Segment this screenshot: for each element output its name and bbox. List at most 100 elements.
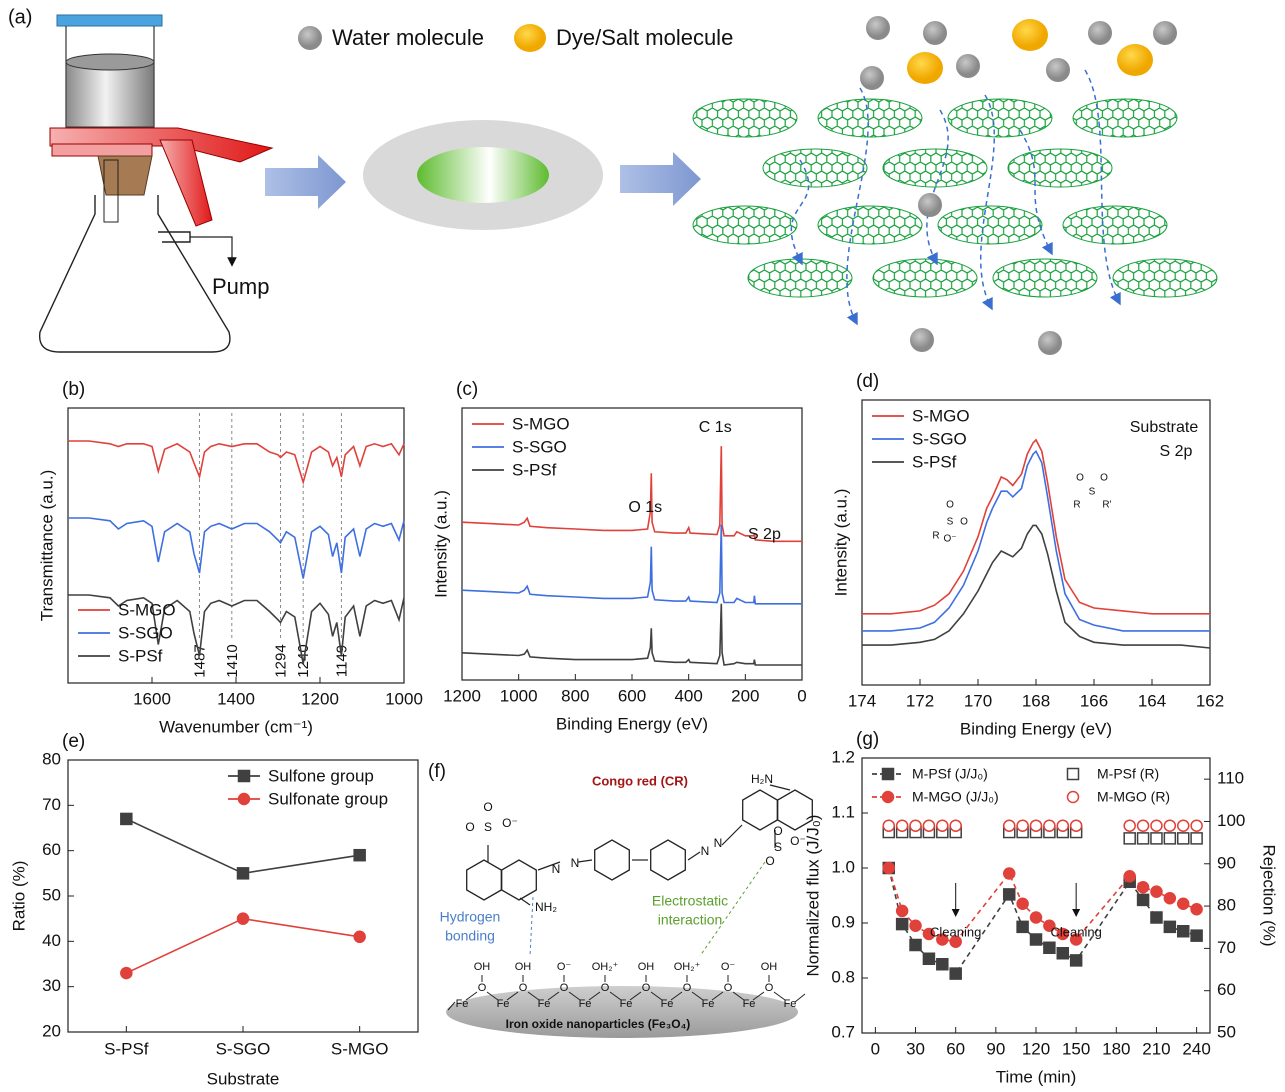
panel-label: (f) — [428, 761, 446, 782]
liquid-top — [66, 54, 154, 70]
x-tick-label: 120 — [1022, 1039, 1050, 1058]
graphene-sheet — [693, 99, 797, 137]
legend-label: S-PSf — [912, 452, 957, 471]
legend-label: S-SGO — [912, 429, 967, 448]
x-tick-label: 60 — [946, 1039, 965, 1058]
legend-label: S-SGO — [512, 437, 567, 456]
x-tick-label: 210 — [1142, 1039, 1170, 1058]
marker — [1044, 820, 1055, 831]
y-tick-label: 30 — [42, 976, 61, 995]
surface-group: OH — [474, 961, 491, 973]
marker — [1044, 942, 1055, 953]
x-tick-label: 168 — [1022, 691, 1050, 710]
annotation: C 1s — [699, 419, 732, 436]
x-tick-label: S-MGO — [331, 1039, 389, 1058]
atom: O⁻ — [943, 534, 956, 545]
bridge-oxygen: O — [601, 982, 610, 994]
marker — [354, 850, 365, 861]
marker — [910, 920, 921, 931]
ring — [651, 840, 686, 880]
panel-label: (c) — [456, 379, 478, 400]
y-tick-label: 0.7 — [831, 1022, 855, 1041]
x-axis-label: Binding Energy (eV) — [556, 714, 708, 733]
surface-group: OH — [638, 961, 655, 973]
legend-marker — [883, 792, 894, 803]
legend-marker — [883, 769, 894, 780]
marker — [1138, 894, 1149, 905]
y-tick-label: 0.9 — [831, 912, 855, 931]
interaction-label: bonding — [445, 928, 495, 944]
reference-label: 1294 — [272, 644, 289, 677]
x-tick-label: 170 — [964, 691, 992, 710]
surface-group: OH₂⁺ — [592, 961, 619, 973]
marker — [1031, 820, 1042, 831]
marker — [1178, 820, 1189, 831]
legend-label: Water molecule — [332, 25, 484, 50]
atom: R — [932, 531, 939, 542]
y-tick-label: 40 — [42, 931, 61, 950]
ring — [595, 840, 630, 880]
graphene-sheet — [1073, 99, 1177, 137]
graphene-sheet — [1113, 259, 1217, 297]
atom: NH₂ — [535, 900, 557, 914]
bond — [578, 860, 592, 862]
legend-label: M-PSf (R) — [1097, 766, 1159, 782]
x-tick-label: 1400 — [217, 689, 255, 708]
marker — [1191, 820, 1202, 831]
legend-label: M-MGO (R) — [1097, 789, 1170, 805]
marker — [1071, 820, 1082, 831]
marker — [1191, 930, 1202, 941]
marker — [1138, 820, 1149, 831]
y-tick-label: 0.8 — [831, 967, 855, 986]
y-axis-label: Intensity (a.u.) — [831, 489, 850, 597]
marker — [910, 940, 921, 951]
legend-label: M-MGO (J/J₀) — [912, 789, 999, 805]
y-tick-label: 80 — [42, 749, 61, 768]
graphene-stack — [693, 16, 1217, 355]
annotation: Cleaning — [1050, 924, 1101, 939]
atom: N — [571, 856, 580, 870]
x-tick-label: 172 — [906, 691, 934, 710]
marker — [923, 953, 934, 964]
note: Substrate — [1130, 419, 1199, 436]
panel-label: (e) — [62, 731, 85, 752]
y-tick-label: 70 — [42, 795, 61, 814]
x-tick-label: 1000 — [500, 686, 538, 705]
marker — [238, 913, 249, 924]
legend-marker — [1068, 792, 1079, 803]
reference-label: 1410 — [224, 644, 241, 677]
marker — [1191, 833, 1202, 844]
marker — [1178, 898, 1189, 909]
graphene-sheet — [1008, 149, 1112, 187]
y-tick-label: 1.1 — [831, 802, 855, 821]
x-tick-label: 200 — [731, 686, 759, 705]
y-tick-label: 20 — [42, 1021, 61, 1040]
y2-tick-label: 90 — [1217, 853, 1236, 872]
ring — [502, 860, 537, 900]
bridge-oxygen: O — [642, 982, 651, 994]
atom: N — [552, 862, 561, 876]
x-tick-label: 90 — [986, 1039, 1005, 1058]
legend-label: M-PSf (J/J₀) — [912, 766, 988, 782]
marker — [238, 868, 249, 879]
dye-icon — [514, 24, 546, 52]
water-molecule — [956, 54, 980, 78]
x-tick-label: 1200 — [443, 686, 481, 705]
y2-tick-label: 80 — [1217, 896, 1236, 915]
water-molecule — [1153, 21, 1177, 45]
seal — [52, 144, 152, 156]
surface-group: O⁻ — [557, 961, 572, 973]
x-tick-label: 150 — [1062, 1039, 1090, 1058]
water-icon — [298, 26, 322, 50]
marker — [1191, 904, 1202, 915]
water-molecule — [918, 193, 942, 217]
x-tick-label: 164 — [1138, 691, 1166, 710]
y-tick-label: 60 — [42, 840, 61, 859]
marker — [1124, 820, 1135, 831]
water-molecule — [866, 16, 890, 40]
marker — [1151, 886, 1162, 897]
marker — [883, 820, 894, 831]
marker — [950, 968, 961, 979]
graphene-sheet — [873, 259, 977, 297]
bridge-oxygen: O — [683, 982, 692, 994]
